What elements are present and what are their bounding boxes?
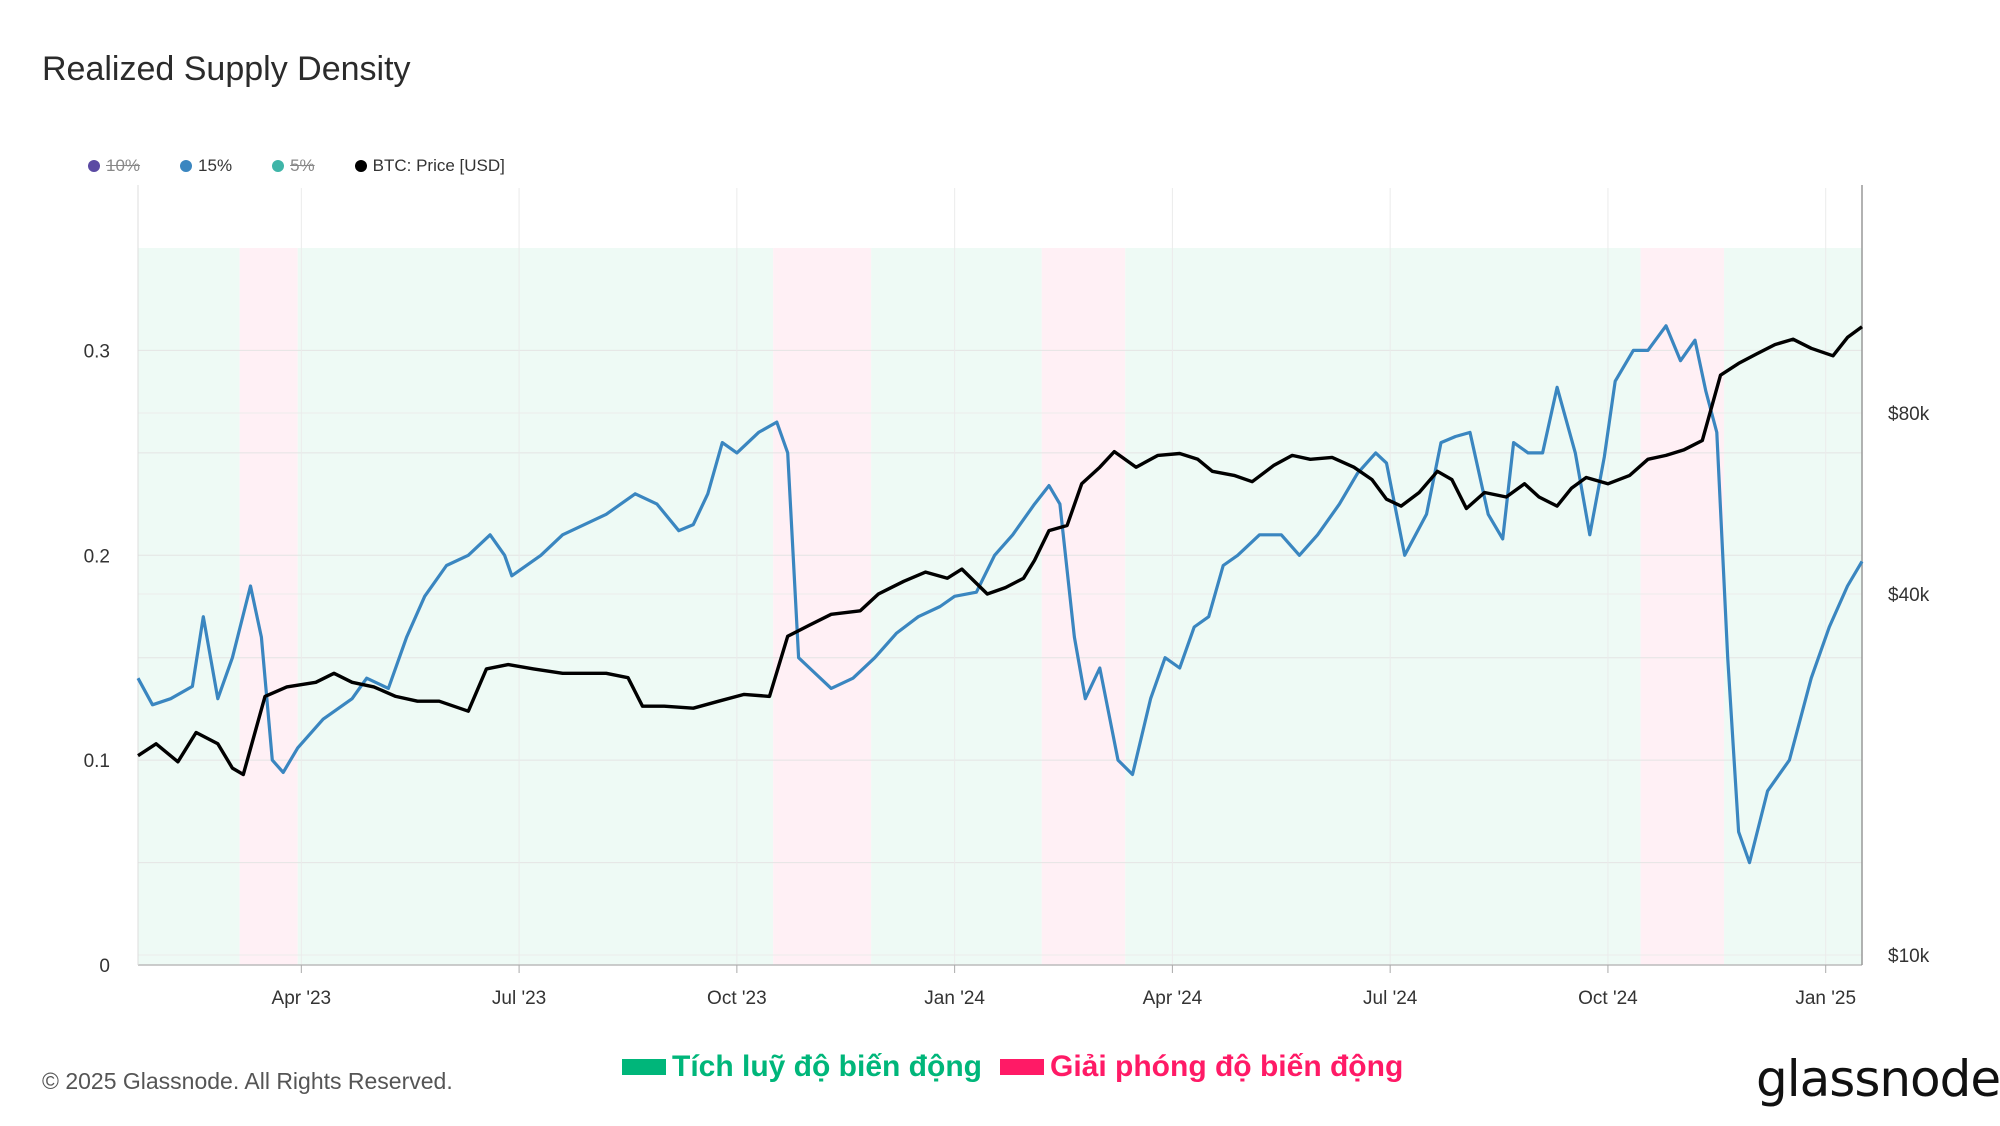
legend-dot-icon [354,160,367,172]
legend-label: 10% [106,156,141,175]
tick-labels: Apr '23 Jul '23 Oct '23 Jan '24 Apr '24 Jul '… [84,341,1930,1009]
y-left-tick-label: 0.3 [84,341,110,362]
legend-item-btc-price[interactable]: BTC: Price [USD] [354,156,505,176]
legend: 10% 15% 5% BTC: Price [USD] [88,156,545,176]
regime-band-release [239,248,298,965]
annotation-accumulation: Tích luỹ độ biến động [622,1050,982,1084]
x-tick-label: Jan '25 [1795,988,1856,1009]
legend-item-10pct[interactable]: 10% [88,156,140,176]
regime-band-release [773,248,872,965]
y-right-tick-label: $40k [1888,585,1930,606]
x-tick-label: Apr '23 [272,988,332,1009]
accumulation-label: Tích luỹ độ biến động [672,1050,982,1083]
legend-dot-icon [88,160,100,172]
release-label: Giải phóng độ biến động [1050,1050,1404,1083]
regime-band-accumulation [1724,248,1862,965]
regime-band-accumulation [138,248,240,965]
x-tick-label: Oct '24 [1578,988,1638,1009]
y-right-tick-label: $80k [1888,404,1930,425]
regime-band-release [1041,248,1126,965]
legend-item-5pct[interactable]: 5% [272,156,315,176]
chart-title: Realized Supply Density [42,50,411,88]
regime-bands [138,248,1862,965]
glassnode-logo: glassnode [1756,1050,2000,1108]
copyright-text: © 2025 Glassnode. All Rights Reserved. [42,1068,453,1094]
series-lines [136,324,1864,865]
accumulation-swatch-icon [622,1059,666,1075]
legend-label: BTC: Price [USD] [372,156,505,175]
legend-label: 5% [290,156,315,175]
regime-band-release [1640,248,1725,965]
legend-label: 15% [198,156,233,175]
axes [137,185,1863,973]
x-tick-label: Oct '23 [707,988,767,1009]
x-tick-label: Apr '24 [1143,988,1203,1009]
series-line-btc-price [137,325,1864,777]
annotation-release: Giải phóng độ biến động [1000,1050,1403,1084]
y-left-tick-label: 0.2 [84,546,110,567]
x-tick-label: Jul '24 [1363,988,1418,1009]
y-left-tick-label: 0 [99,956,110,977]
regime-band-accumulation [871,248,1042,965]
release-swatch-icon [1000,1059,1044,1075]
legend-item-15pct[interactable]: 15% [180,156,232,176]
regime-band-accumulation [1125,248,1641,965]
x-tick-label: Jul '23 [492,988,546,1009]
x-tick-label: Jan '24 [924,988,985,1009]
legend-dot-icon [180,160,193,172]
y-right-tick-label: $10k [1888,946,1930,967]
legend-dot-icon [272,160,285,172]
series-line-15pct [136,324,1864,865]
grid-lines [138,188,1862,965]
y-left-tick-label: 0.1 [84,751,110,772]
regime-band-accumulation [297,248,774,965]
